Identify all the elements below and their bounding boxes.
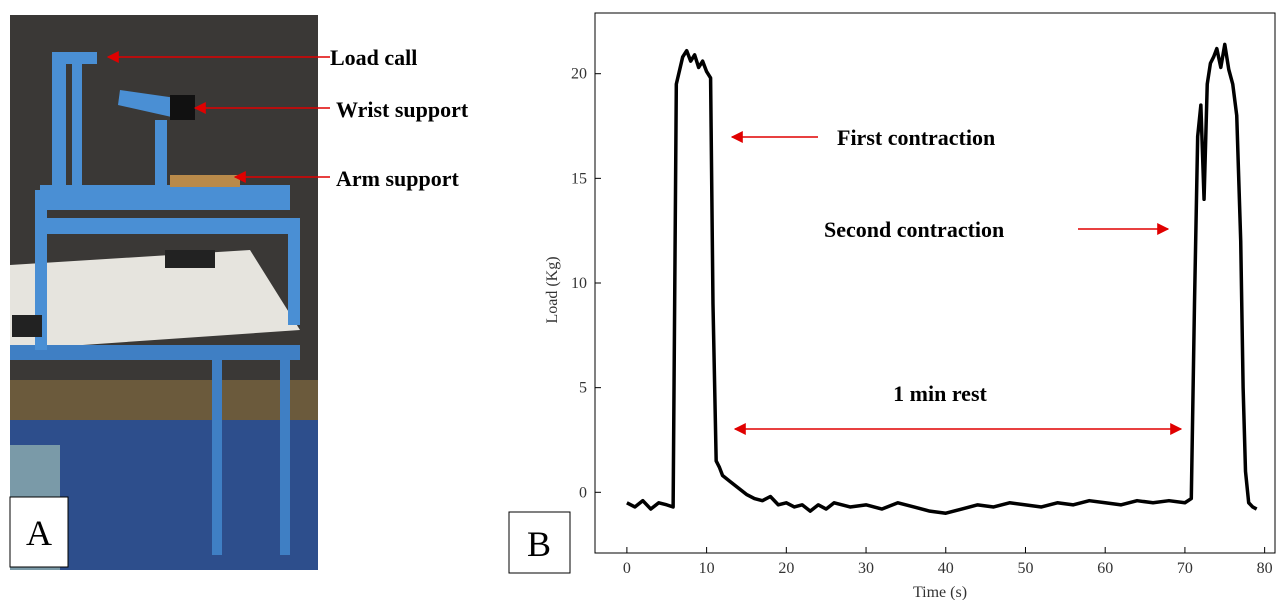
panel-label-box: [508, 511, 571, 574]
x-tick-label: 30: [858, 560, 874, 577]
x-tick-label: 80: [1257, 560, 1273, 577]
x-tick-label: 20: [778, 560, 794, 577]
panel-label-box: [9, 496, 69, 568]
x-tick-label: 60: [1097, 560, 1113, 577]
x-tick-label: 10: [699, 560, 715, 577]
photo: [10, 15, 318, 570]
data-line: [626, 42, 1258, 515]
annotation: 1 min rest: [893, 381, 987, 406]
plot-frame: [594, 12, 1276, 554]
annotation: First contraction: [837, 125, 995, 150]
x-tick-label: 40: [938, 560, 954, 577]
y-tick-label: 10: [571, 275, 587, 292]
y-tick-label: 0: [579, 484, 587, 501]
annotation: Load call: [330, 45, 417, 70]
panel-label: B: [527, 524, 551, 564]
x-tick-label: 0: [623, 560, 631, 577]
annotation: Second contraction: [824, 217, 1004, 242]
panel-label: A: [26, 513, 52, 553]
x-axis-label: Time (s): [913, 584, 967, 600]
y-tick-label: 20: [571, 66, 587, 83]
x-tick-label: 50: [1017, 560, 1033, 577]
y-axis-label: Load (Kg): [544, 256, 561, 323]
y-tick-label: 5: [579, 380, 587, 397]
y-tick-label: 15: [571, 170, 587, 187]
annotation: Arm support: [336, 166, 460, 191]
x-tick-label: 70: [1177, 560, 1193, 577]
annotation: Wrist support: [336, 97, 469, 122]
